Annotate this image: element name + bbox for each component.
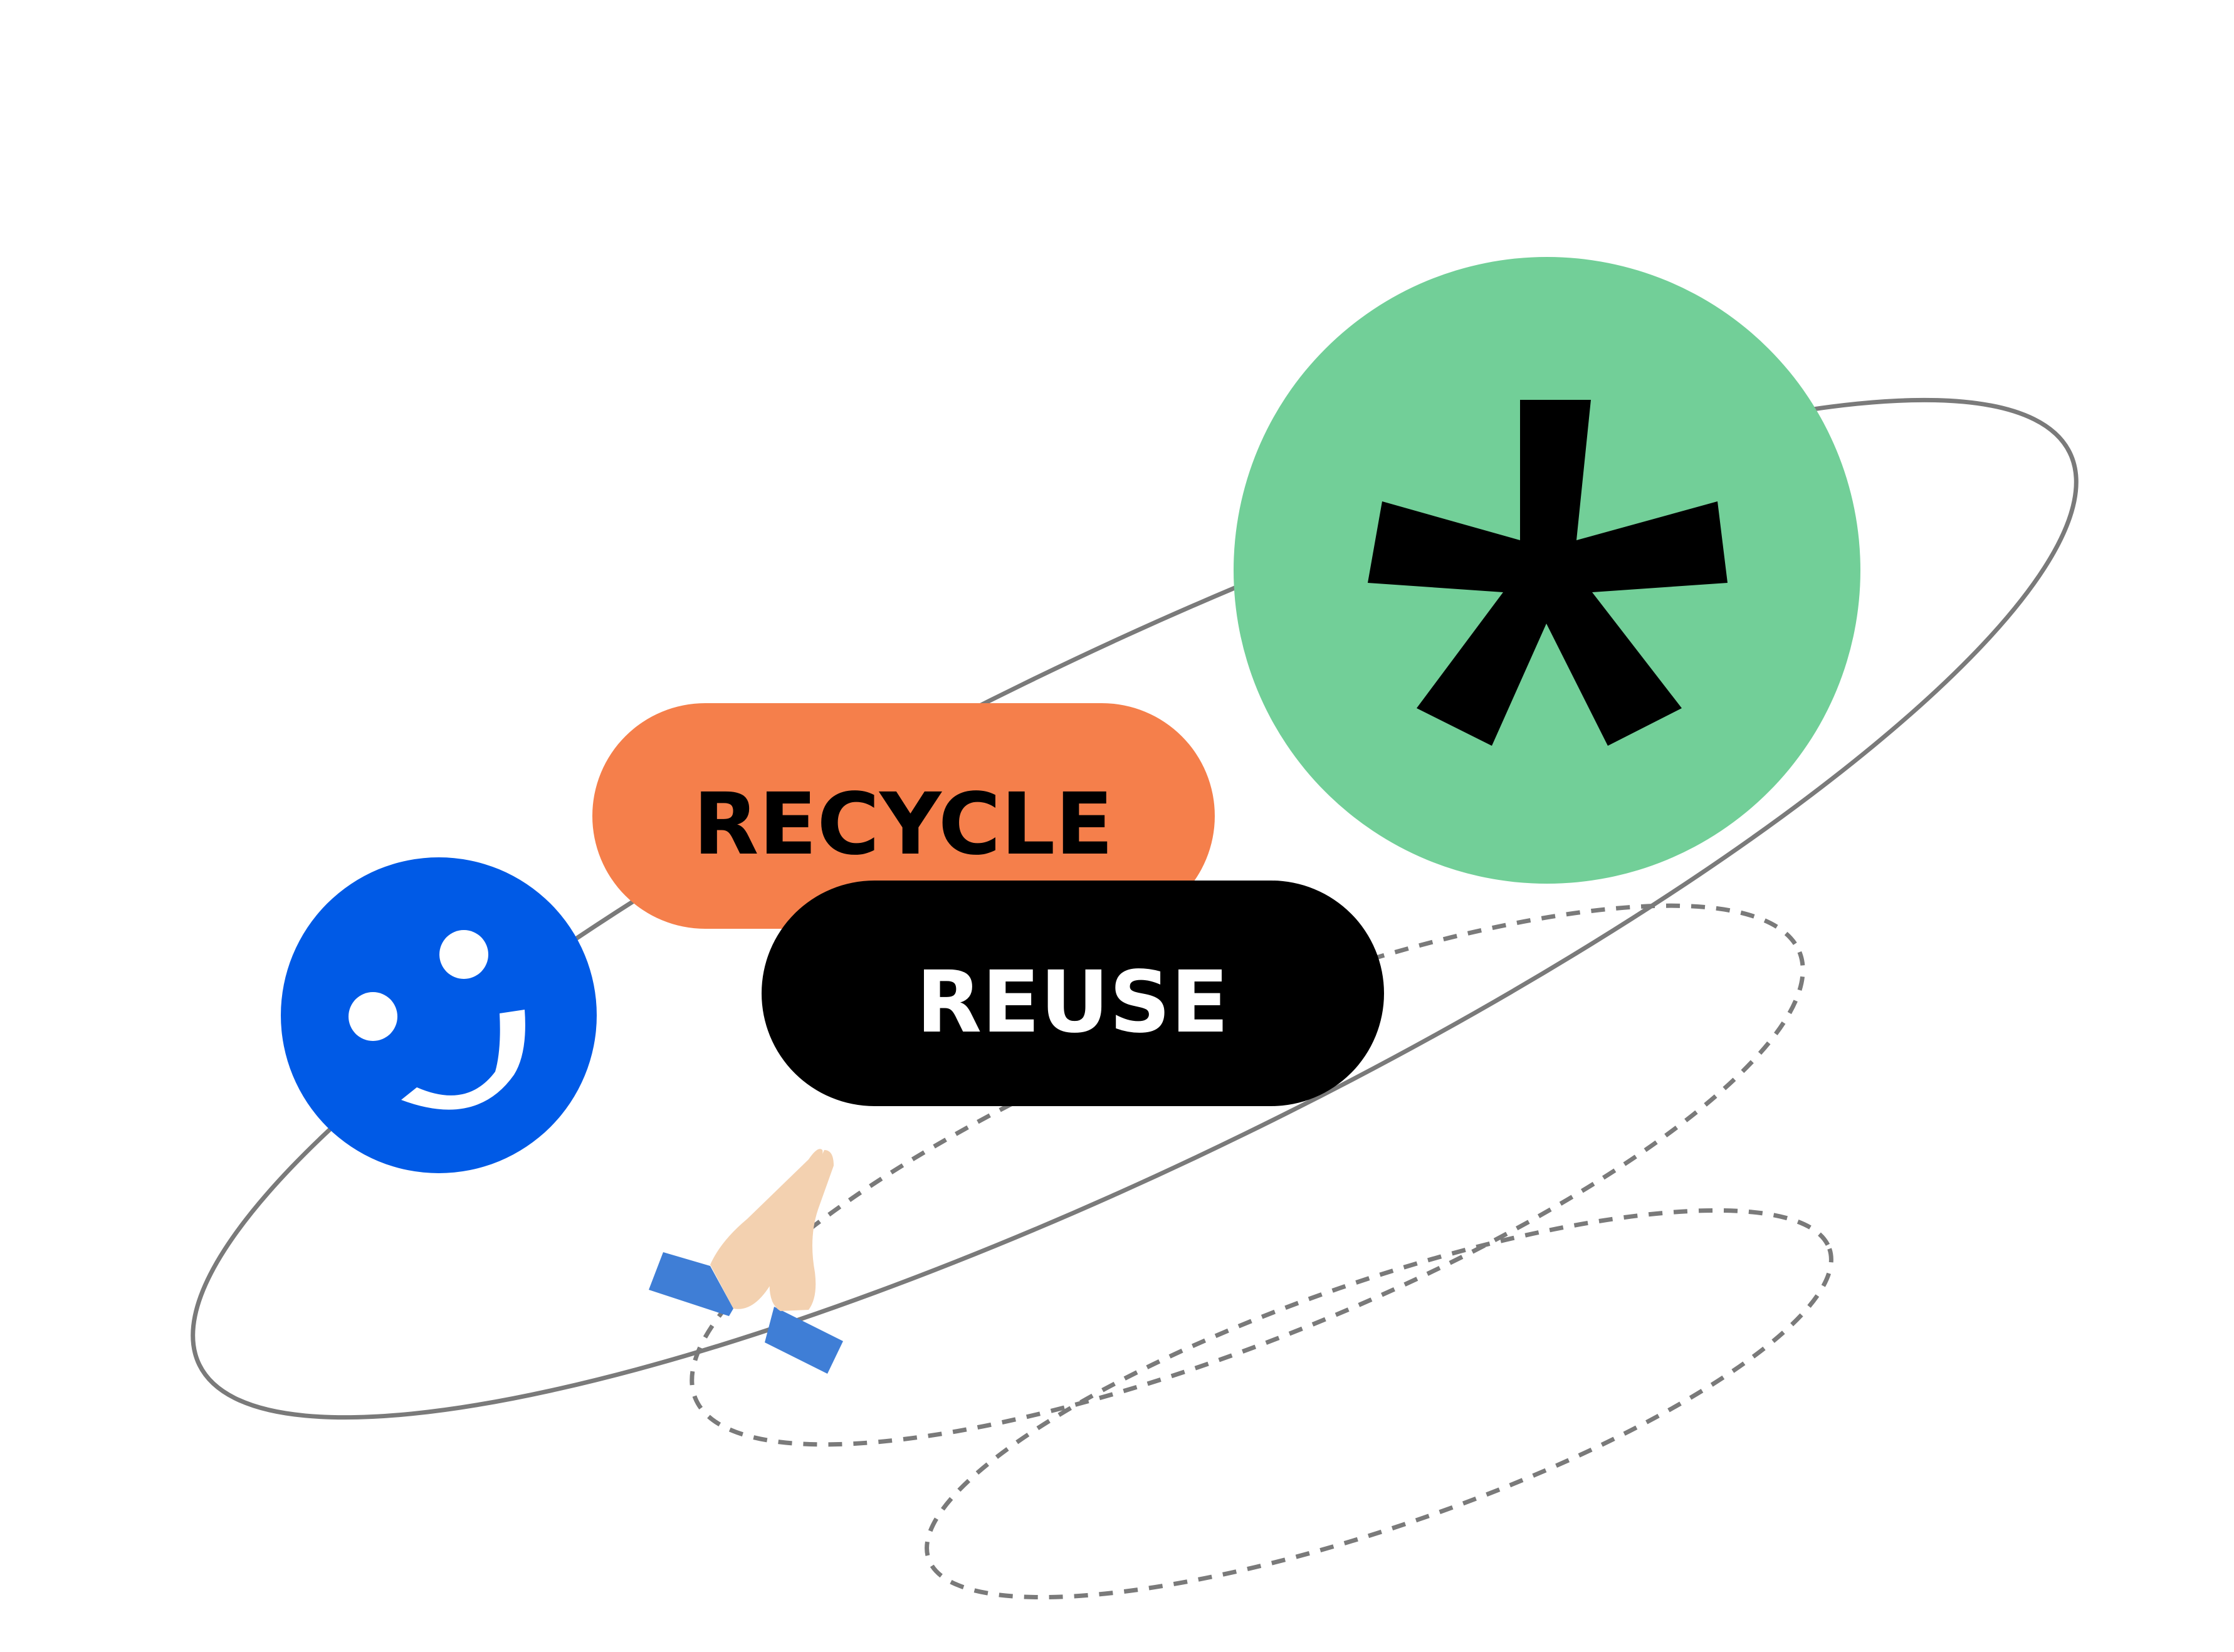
left-hand xyxy=(710,1149,823,1309)
reuse-pill-background xyxy=(762,881,1384,1106)
recycle-label: RECYCLE xyxy=(693,775,1113,874)
smiley-left-eye xyxy=(349,992,397,1041)
right-sleeve xyxy=(765,1307,843,1374)
asterisk-icon xyxy=(1368,400,1728,746)
reuse-pill: REUSE xyxy=(762,881,1384,1106)
asterisk-badge xyxy=(1234,257,1860,884)
recycle-pill: RECYCLE xyxy=(592,703,1215,929)
smiley-right-eye xyxy=(439,930,488,979)
recycle-pill-background xyxy=(592,703,1215,929)
dashed-orbit-lower xyxy=(925,1208,1833,1600)
smiley-circle xyxy=(281,857,597,1173)
praying-hands-icon xyxy=(649,1149,843,1374)
left-sleeve xyxy=(649,1252,733,1316)
orbit-ring xyxy=(191,397,2079,1420)
right-hand xyxy=(769,1150,834,1311)
smiley-mouth xyxy=(401,1010,525,1110)
smiley-face-icon xyxy=(281,857,597,1173)
reuse-label: REUSE xyxy=(916,953,1229,1052)
